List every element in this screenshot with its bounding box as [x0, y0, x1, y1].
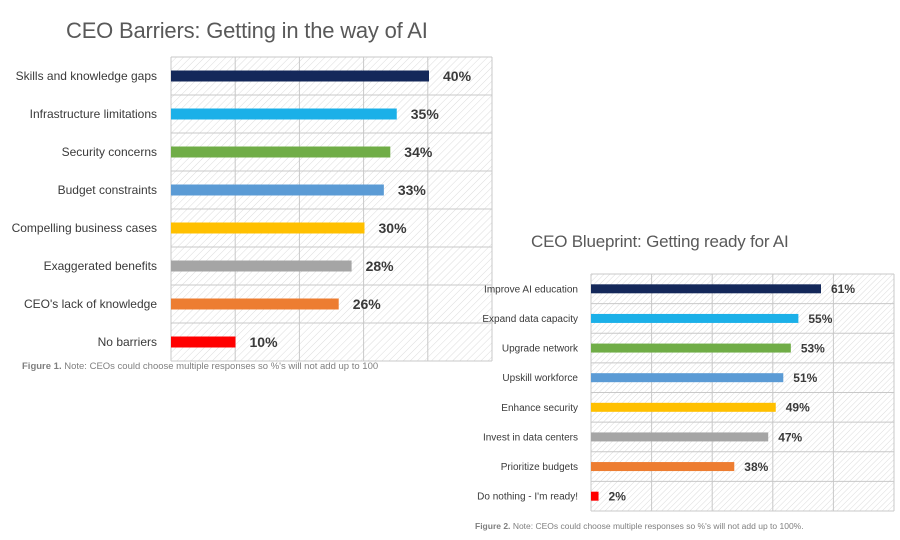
caption-note: Note: CEOs could choose multiple respons… [64, 361, 379, 372]
caption-prefix: Figure 2. [475, 521, 511, 531]
category-label: Infrastructure limitations [30, 107, 157, 121]
bar-2 [591, 313, 799, 323]
bar-chart-svg: Skills and knowledge gaps 40% Infrastructu… [12, 56, 493, 362]
data-label: 28% [366, 258, 395, 274]
category-label: Security concerns [62, 145, 157, 159]
chart-title: CEO Barriers: Getting in the way of AI [66, 18, 428, 43]
data-label: 40% [443, 68, 472, 84]
data-label: 26% [353, 296, 382, 312]
bar-1 [171, 70, 429, 82]
data-label: 55% [808, 312, 832, 326]
data-label: 35% [411, 106, 440, 122]
data-label: 61% [831, 282, 855, 296]
bar-3 [591, 343, 791, 353]
data-label: 53% [801, 341, 825, 355]
category-label: Improve AI education [484, 284, 578, 295]
bar-4 [591, 373, 784, 383]
bar-4 [171, 184, 384, 196]
bar-5 [171, 222, 365, 234]
category-label: No barriers [98, 335, 157, 349]
category-label: Budget constraints [58, 183, 157, 197]
bar-7 [171, 298, 339, 310]
category-label: Invest in data centers [483, 432, 578, 443]
data-label: 10% [250, 334, 279, 350]
bar-3 [171, 146, 391, 158]
data-label: 34% [404, 144, 433, 160]
chart-ceo-barriers: CEO Barriers: Getting in the way of AI S… [0, 0, 500, 390]
plot-area [590, 273, 895, 512]
category-label: Upskill workforce [502, 373, 578, 384]
category-label: Prioritize budgets [501, 462, 578, 473]
caption-prefix: Figure 1. [22, 361, 62, 372]
bar-5 [591, 402, 776, 412]
data-label: 2% [609, 490, 627, 504]
bar-1 [591, 284, 821, 294]
plot-area [170, 56, 493, 362]
category-label: CEO's lack of knowledge [24, 297, 157, 311]
category-label: Expand data capacity [482, 314, 578, 325]
category-label: Do nothing - I'm ready! [477, 492, 578, 503]
category-label: Compelling business cases [12, 221, 157, 235]
chart-ceo-blueprint: CEO Blueprint: Getting ready for AI Impr… [458, 222, 900, 540]
bar-8 [171, 336, 236, 348]
caption-note: Note: CEOs could choose multiple respons… [512, 521, 804, 531]
bar-7 [591, 462, 735, 472]
figure-caption: Figure 1. Note: CEOs could choose multip… [22, 361, 378, 372]
bar-2 [171, 108, 397, 120]
data-label: 33% [398, 182, 427, 198]
data-label: 51% [793, 371, 817, 385]
bar-chart-svg: Improve AI education 61% Expand data capac… [477, 273, 895, 512]
data-label: 30% [379, 220, 408, 236]
data-label: 47% [778, 430, 802, 444]
bar-6 [171, 260, 352, 272]
category-label: Exaggerated benefits [44, 259, 157, 273]
chart-title: CEO Blueprint: Getting ready for AI [531, 232, 789, 251]
category-label: Upgrade network [502, 344, 579, 355]
category-label: Enhance security [501, 403, 578, 414]
category-label: Skills and knowledge gaps [16, 69, 157, 83]
figure-caption: Figure 2. Note: CEOs could choose multip… [475, 521, 804, 531]
bar-6 [591, 432, 769, 442]
bar-8 [591, 491, 599, 501]
grid-band [591, 481, 894, 511]
data-label: 38% [744, 460, 768, 474]
data-label: 49% [786, 401, 810, 415]
